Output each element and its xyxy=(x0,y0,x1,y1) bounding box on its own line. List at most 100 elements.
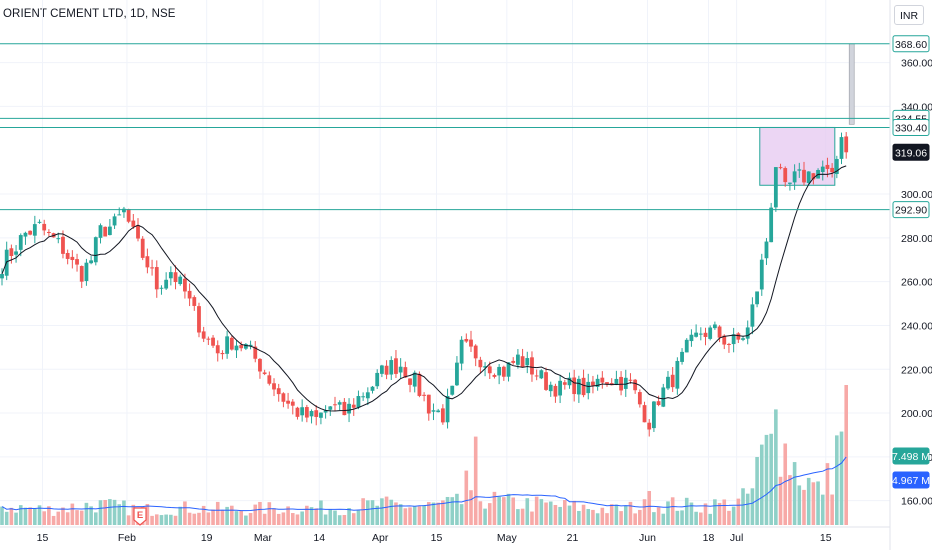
consolidation-zone xyxy=(759,126,836,186)
candle-body xyxy=(806,171,811,183)
candle-body xyxy=(98,225,103,238)
candle-body xyxy=(623,377,628,389)
volume-bar xyxy=(544,502,548,525)
candle-body xyxy=(201,331,206,339)
volume-bar xyxy=(755,457,759,525)
volume-bar xyxy=(56,511,61,525)
volume-bar xyxy=(417,506,422,525)
level-badge-label: 368.60 xyxy=(895,39,927,51)
last-price-badge-bg xyxy=(892,143,930,161)
volume-bar xyxy=(398,504,403,525)
volume-bar xyxy=(736,498,741,525)
volume-bar xyxy=(61,507,65,525)
candle-body xyxy=(436,410,441,413)
volume-bar xyxy=(122,500,126,525)
volume-bar xyxy=(84,502,89,525)
volume-bar xyxy=(525,498,530,525)
candle-body xyxy=(727,343,731,345)
volume-bar xyxy=(614,504,619,525)
volume-bar xyxy=(595,513,600,525)
volume-bar xyxy=(361,498,365,525)
price-ma-line xyxy=(1,165,847,412)
candle-body xyxy=(759,259,764,290)
time-axis[interactable]: 15 Feb 19 Mar 14 Apr 15 May 21 Jun 18 Jul 15 xyxy=(0,526,890,544)
candle-body xyxy=(126,209,131,222)
volume-bar xyxy=(619,511,623,525)
candle-body xyxy=(567,377,572,386)
candle-body xyxy=(65,252,70,259)
candle-body xyxy=(680,351,684,362)
grid-lines xyxy=(0,0,890,527)
price-axis[interactable]: 360.00340.00300.00280.00260.00240.00220.… xyxy=(889,0,932,550)
volume-bar xyxy=(258,501,262,525)
volume-bar xyxy=(600,507,605,525)
candle-body xyxy=(276,388,281,395)
candle-body xyxy=(440,408,445,423)
currency-button[interactable]: INR xyxy=(894,5,924,25)
candle-body xyxy=(347,403,351,414)
volume-bar xyxy=(366,500,370,525)
volume-bar xyxy=(272,508,276,525)
volume-bar xyxy=(108,499,112,525)
volume-bar xyxy=(234,511,239,525)
volume-bar xyxy=(473,436,478,525)
volume-bar xyxy=(670,497,675,525)
candle-body xyxy=(290,401,295,406)
volume-bar xyxy=(159,515,164,525)
candle-body xyxy=(365,392,370,399)
last-price-badge: 319.06 xyxy=(892,143,930,161)
level-badge: 292.90 xyxy=(892,201,930,219)
candle-body xyxy=(689,334,694,342)
volume-bar xyxy=(628,501,633,525)
candle-body xyxy=(351,404,356,408)
volume-bar xyxy=(286,506,290,525)
candle-body xyxy=(394,358,398,374)
candle-body xyxy=(234,345,239,351)
candle-body xyxy=(478,359,483,368)
projection-box xyxy=(848,43,855,125)
volume-bar xyxy=(253,504,258,525)
volume-bar xyxy=(445,496,450,525)
candle-body xyxy=(422,394,426,396)
candle-body xyxy=(525,358,530,366)
volume-bar xyxy=(642,499,647,525)
candle-body xyxy=(239,344,244,349)
candle-body xyxy=(122,208,126,213)
candle-body xyxy=(32,224,37,236)
volume-bar xyxy=(788,475,792,525)
candle-body xyxy=(558,380,563,396)
volume-bar xyxy=(769,433,773,525)
candle-body xyxy=(272,383,276,390)
candle-body xyxy=(107,226,112,236)
time-tick-label: Mar xyxy=(254,532,273,544)
candle-body xyxy=(445,395,450,423)
volume-bar xyxy=(792,462,797,525)
volume-bar xyxy=(717,502,722,525)
volume-bar xyxy=(633,513,637,525)
volume-bar xyxy=(703,503,708,525)
volume-bar xyxy=(305,505,309,525)
candle-body xyxy=(464,338,469,342)
candle-body xyxy=(830,167,835,173)
volume-bar xyxy=(42,511,47,525)
volume-bar xyxy=(126,515,131,525)
volume-bar xyxy=(375,505,379,525)
candle-body xyxy=(248,344,253,347)
candle-body xyxy=(164,279,169,289)
time-tick-label: 14 xyxy=(313,532,325,544)
volume-bar xyxy=(319,500,323,525)
volume-bar xyxy=(309,507,314,525)
volume-bar xyxy=(47,506,51,525)
candle-body xyxy=(379,365,384,374)
volume-bar xyxy=(844,385,848,525)
candle-body xyxy=(79,266,84,282)
candle-body xyxy=(150,267,154,269)
volume-bar xyxy=(581,504,586,525)
candle-body xyxy=(473,345,478,359)
candle-body xyxy=(553,385,558,397)
candle-body xyxy=(84,262,89,282)
candle-body xyxy=(633,379,638,391)
time-tick-label: Jun xyxy=(639,532,656,544)
